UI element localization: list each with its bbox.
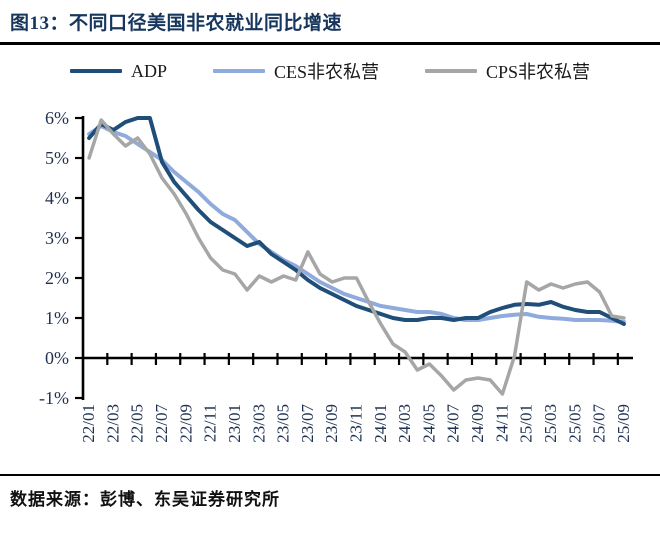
x-axis-label: 22/11 <box>201 404 220 442</box>
x-axis-label: 22/09 <box>176 404 195 443</box>
cps-line <box>87 118 626 396</box>
legend-label-ces: CES非农私营 <box>273 62 379 82</box>
chart-legend: ADP CES非农私营 CPS非农私营 <box>0 58 660 84</box>
x-axis-label: 22/03 <box>103 404 122 443</box>
x-axis-label: 25/09 <box>614 404 633 443</box>
legend-item-cps: CPS非农私营 <box>425 58 590 84</box>
x-axis-label: 25/01 <box>517 404 536 443</box>
x-axis-label: 25/07 <box>590 404 609 443</box>
x-axis-label: 24/11 <box>492 404 511 442</box>
x-axis-label: 24/03 <box>395 404 414 443</box>
x-axis-label: 24/05 <box>419 404 438 443</box>
y-axis-label: 4% <box>45 188 69 208</box>
y-axis-label: 0% <box>45 348 69 368</box>
y-axis-label: 2% <box>45 268 69 288</box>
ces-line <box>87 124 626 324</box>
x-axis-label: 25/03 <box>541 404 560 443</box>
x-axis-label: 24/07 <box>444 404 463 443</box>
legend-item-adp: ADP <box>69 60 167 82</box>
x-axis-label: 22/01 <box>79 404 98 443</box>
y-axis-label: -1% <box>39 388 69 408</box>
y-axis-label: 3% <box>45 228 69 248</box>
legend-line-ces <box>212 69 265 73</box>
x-axis-label: 23/01 <box>225 404 244 443</box>
legend-line-cps <box>425 69 477 73</box>
line-chart: 6% 5% 4% 3% 2% 1% 0% -1% 22/01 22/03 22/05 22/07 22/… <box>39 108 633 443</box>
y-axis-label: 6% <box>45 108 69 128</box>
legend-line-adp <box>69 69 122 73</box>
legend-item-ces: CES非农私营 <box>212 58 379 84</box>
x-axis-label: 24/09 <box>468 404 487 443</box>
y-axis-label: 1% <box>45 308 69 328</box>
x-axis-label: 22/05 <box>128 404 147 443</box>
legend-label-cps: CPS非农私营 <box>486 62 591 82</box>
x-axis-label: 23/11 <box>347 404 366 442</box>
legend-label-adp: ADP <box>130 60 167 81</box>
figure-title: 图13：不同口径美国非农就业同比增速 <box>10 13 343 34</box>
x-axis-label: 22/07 <box>152 404 171 443</box>
y-axis-label: 5% <box>45 148 69 168</box>
x-axis-label: 23/09 <box>322 404 341 443</box>
x-axis-label: 23/07 <box>298 404 317 443</box>
x-axis-label: 25/05 <box>565 404 584 443</box>
title-divider <box>0 42 660 45</box>
adp-line <box>87 116 626 326</box>
x-axis-label: 23/05 <box>274 404 293 443</box>
x-axis-label: 24/01 <box>371 404 390 443</box>
data-source: 数据来源：彭博、东吴证券研究所 <box>10 490 280 509</box>
footer-divider <box>0 474 660 476</box>
x-axis-label: 23/03 <box>249 404 268 443</box>
